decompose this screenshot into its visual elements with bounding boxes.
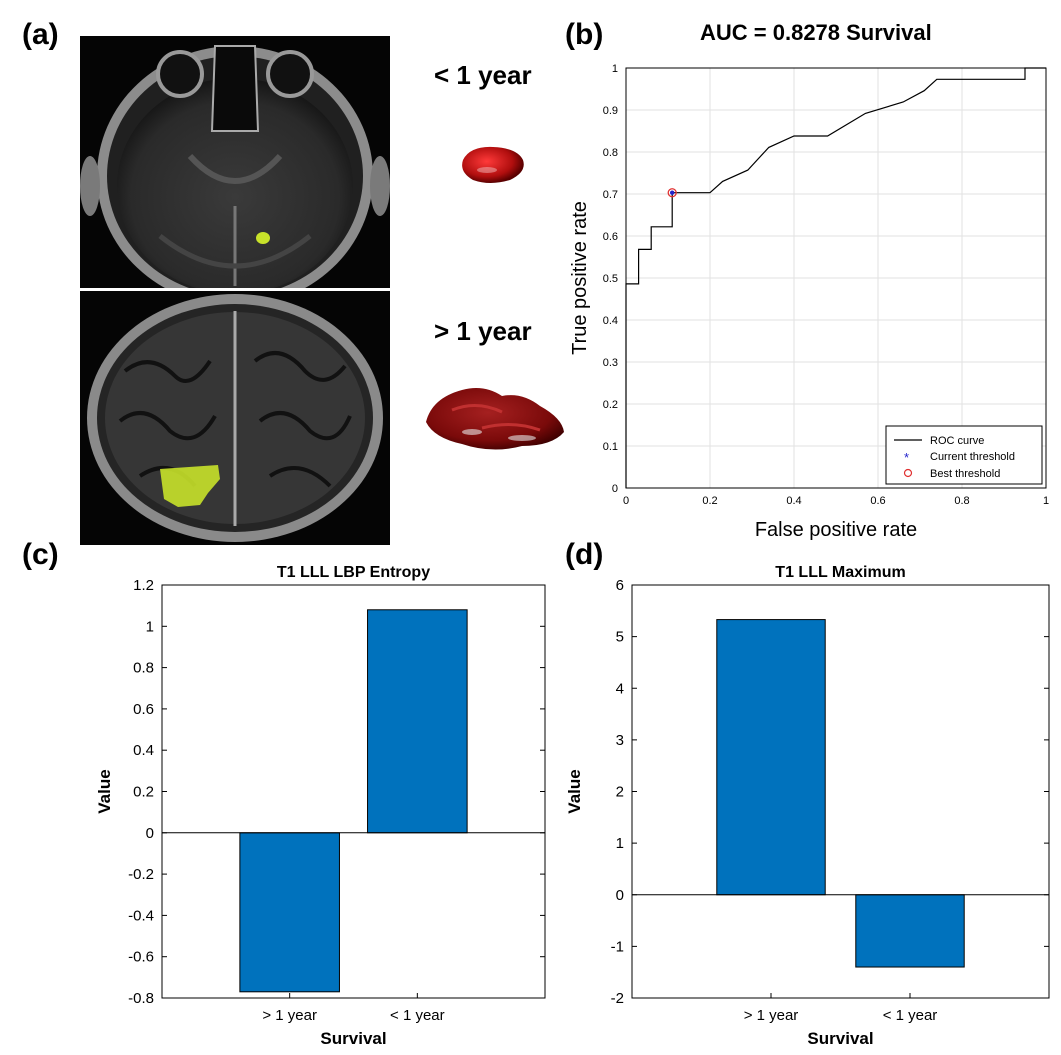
y-tick-label: 4 — [616, 680, 624, 697]
plot-frame — [161, 584, 546, 999]
x-axis-label: Survival — [807, 1029, 873, 1048]
bar — [716, 619, 826, 896]
roc-x-tick-label: 0.8 — [954, 495, 969, 507]
roc-x-tick-label: 0 — [623, 495, 629, 507]
plot-frame — [631, 584, 1050, 999]
y-tick-label: 0.4 — [133, 742, 154, 759]
roc-y-tick-label: 0.1 — [603, 441, 618, 453]
chart-title: T1 LLL LBP Entropy — [277, 564, 430, 581]
roc-y-tick-label: 0.6 — [603, 231, 618, 243]
roc-x-tick-label: 0.6 — [870, 495, 885, 507]
y-tick-label: -1 — [611, 938, 624, 955]
y-axis-label: Value — [95, 769, 114, 813]
roc-y-tick-label: 0.9 — [603, 105, 618, 117]
y-tick-label: -0.8 — [128, 990, 154, 1007]
panel-label-d: (d) — [565, 538, 604, 571]
x-tick-label: < 1 year — [390, 1007, 445, 1024]
lesion-marker-large — [160, 465, 220, 507]
x-tick-label: < 1 year — [883, 1007, 938, 1024]
mri-scan-top — [80, 36, 390, 288]
roc-x-tick-label: 0.2 — [702, 495, 717, 507]
legend-current-threshold: Current threshold — [930, 451, 1015, 463]
y-tick-label: -0.2 — [128, 866, 154, 883]
roc-y-tick-label: 0.7 — [603, 189, 618, 201]
y-tick-label: 1 — [146, 618, 154, 635]
y-tick-label: 5 — [616, 629, 624, 646]
roc-y-tick-label: 1 — [612, 63, 618, 75]
roc-y-tick-label: 0.4 — [603, 315, 618, 327]
y-tick-label: 0.6 — [133, 701, 154, 718]
legend-best-threshold-marker — [903, 468, 913, 478]
roc-y-tick-label: 0.5 — [603, 273, 618, 285]
roc-x-tick-label: 0.4 — [786, 495, 801, 507]
y-tick-label: 3 — [616, 732, 624, 749]
current-threshold-point — [670, 190, 675, 195]
roc-y-tick-label: 0.3 — [603, 357, 618, 369]
y-axis-label: Value — [565, 769, 584, 813]
tumor-3d-render-small — [462, 146, 524, 183]
roc-chart: 0 0.2 0.4 0.6 0.8 1 0 0.1 0.2 0.3 0.4 0.5 0.6 0.7 0.8 0… — [569, 63, 1049, 540]
y-tick-label: 0.2 — [133, 784, 154, 801]
survival-label-less: < 1 year — [434, 60, 532, 90]
panel-label-a: (a) — [22, 18, 59, 51]
y-tick-label: 2 — [616, 784, 624, 801]
y-tick-label: 1.2 — [133, 577, 154, 594]
roc-y-tick-label: 0 — [612, 483, 618, 495]
tumor-3d-render-large — [426, 388, 564, 450]
roc-legend: ROC curve * Current threshold Best thres… — [885, 425, 1043, 485]
y-tick-label: 0 — [616, 887, 624, 904]
roc-x-axis-label: False positive rate — [755, 519, 917, 540]
panel-label-b: (b) — [565, 18, 604, 51]
roc-y-axis-label: True positive rate — [569, 201, 591, 355]
bar — [855, 894, 965, 968]
roc-y-tick-label: 0.8 — [603, 147, 618, 159]
maximum-bar-chart: -2 -1 0 1 2 3 4 5 6 > 1 year < 1 year T1 LLL Maximu… — [565, 564, 1050, 1048]
panel-label-c: (c) — [22, 538, 59, 571]
y-tick-label: 1 — [616, 835, 624, 852]
bar — [367, 609, 468, 834]
y-tick-label: -0.6 — [128, 949, 154, 966]
y-tick-label: 6 — [616, 577, 624, 594]
y-tick-label: 0 — [146, 825, 154, 842]
legend-roc-curve: ROC curve — [930, 435, 984, 447]
x-axis-label: Survival — [320, 1029, 386, 1048]
roc-title: AUC = 0.8278 Survival — [700, 20, 932, 45]
legend-current-threshold-marker: * — [904, 450, 909, 465]
best-threshold-point — [667, 188, 677, 198]
survival-label-more: > 1 year — [434, 316, 532, 346]
roc-x-tick-label: 1 — [1043, 495, 1049, 507]
chart-title: T1 LLL Maximum — [775, 564, 905, 581]
entropy-bar-chart: -0.8 -0.6 -0.4 -0.2 0 0.2 0.4 0.6 0.8 1 1.2 > 1 yea… — [95, 564, 546, 1048]
y-tick-label: 0.8 — [133, 660, 154, 677]
x-tick-label: > 1 year — [744, 1007, 799, 1024]
x-tick-label: > 1 year — [262, 1007, 317, 1024]
y-tick-label: -0.4 — [128, 907, 154, 924]
legend-best-threshold: Best threshold — [930, 468, 1000, 480]
roc-y-tick-label: 0.2 — [603, 399, 618, 411]
lesion-marker-small — [256, 232, 270, 244]
mri-scan-bottom — [80, 291, 390, 545]
mri-axial-brain-top-image — [80, 45, 390, 288]
mri-axial-brain-bottom-image — [87, 294, 383, 542]
bar — [239, 832, 340, 993]
roc-curve-line — [625, 67, 1046, 488]
y-tick-label: -2 — [611, 990, 624, 1007]
